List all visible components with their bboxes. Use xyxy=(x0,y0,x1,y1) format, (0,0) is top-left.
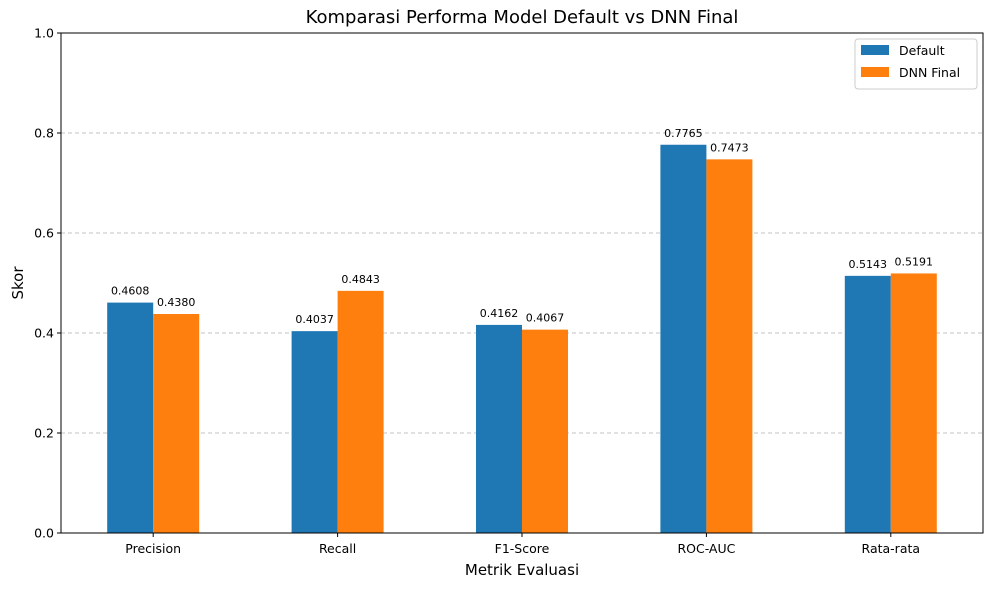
bar-value-label: 0.5191 xyxy=(895,255,934,268)
bar-dnn-final xyxy=(522,329,568,533)
legend-label-dnn-final: DNN Final xyxy=(899,65,960,80)
y-tick-label: 1.0 xyxy=(34,26,54,41)
bar-default xyxy=(844,275,891,533)
y-tick-label: 0.6 xyxy=(34,226,54,241)
bar-value-label: 0.5143 xyxy=(849,258,888,271)
bars xyxy=(107,144,937,533)
bar-dnn-final xyxy=(153,314,200,533)
x-tick-label: F1-Score xyxy=(495,541,550,556)
bar-dnn-final xyxy=(337,290,384,533)
y-tick-label: 0.8 xyxy=(34,126,54,141)
x-tick-label: ROC-AUC xyxy=(677,541,735,556)
bar-dnn-final xyxy=(890,273,937,533)
bar-value-label: 0.4067 xyxy=(526,312,565,325)
bar-default xyxy=(291,331,338,533)
chart-title: Komparasi Performa Model Default vs DNN … xyxy=(306,7,739,28)
x-axis-ticks: Precision Recall F1-Score ROC-AUC Rata-rata xyxy=(125,533,920,556)
x-axis-label: Metrik Evaluasi xyxy=(465,561,579,579)
bar-value-label: 0.7473 xyxy=(710,141,749,154)
bar-default xyxy=(660,144,707,533)
x-tick-label: Precision xyxy=(125,541,181,556)
legend-label-default: Default xyxy=(899,43,945,58)
legend-swatch-dnn-final xyxy=(861,67,889,77)
legend: Default DNN Final xyxy=(854,38,978,90)
bar-value-label: 0.4162 xyxy=(480,307,519,320)
bar-value-label: 0.4380 xyxy=(157,296,196,309)
y-axis-label: Skor xyxy=(9,266,27,300)
y-tick-label: 0.0 xyxy=(34,526,54,541)
x-tick-label: Recall xyxy=(319,541,356,556)
y-tick-label: 0.2 xyxy=(34,426,54,441)
legend-swatch-default xyxy=(861,45,889,55)
bar-value-label: 0.4037 xyxy=(295,313,334,326)
bar-default xyxy=(476,324,522,533)
bar-value-labels: 0.4608 0.4380 0.4037 0.4843 0.4162 0.4067 0.77… xyxy=(111,127,933,326)
x-tick-label: Rata-rata xyxy=(862,541,921,556)
bar-value-label: 0.4608 xyxy=(111,285,150,298)
bar-value-label: 0.7765 xyxy=(664,127,703,140)
bar-dnn-final xyxy=(706,159,753,533)
bar-default xyxy=(107,302,154,533)
y-axis-ticks: 0.0 0.2 0.4 0.6 0.8 1.0 xyxy=(34,26,61,541)
y-tick-label: 0.4 xyxy=(34,326,54,341)
bar-value-label: 0.4843 xyxy=(341,273,380,286)
